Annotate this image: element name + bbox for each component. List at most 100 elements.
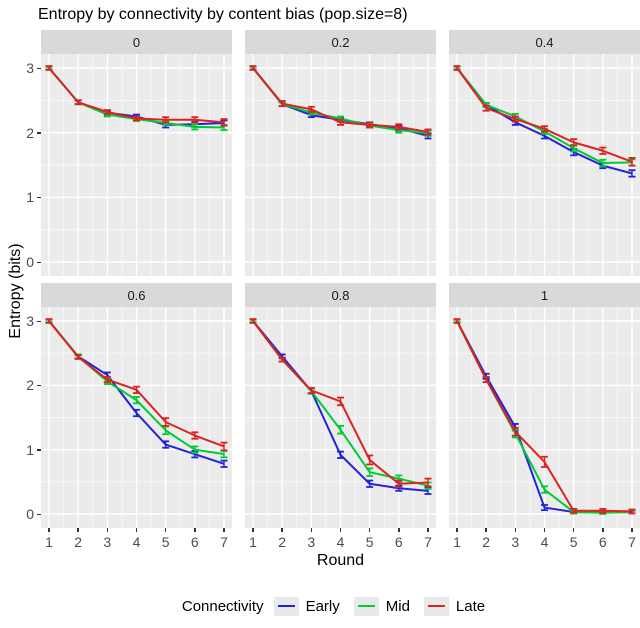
x-tick-label: 5 <box>365 534 374 550</box>
legend-item-mid: Mid <box>353 596 410 616</box>
series-late <box>249 65 432 136</box>
legend-item-late: Late <box>423 596 486 616</box>
x-tick-mark <box>310 528 313 532</box>
x-tick-mark <box>106 528 109 532</box>
y-tick-mark <box>37 449 41 451</box>
x-tick-mark <box>77 528 79 532</box>
y-tick-label: 3 <box>26 60 34 76</box>
x-tick-label: 3 <box>307 534 316 550</box>
y-tick-label: 3 <box>26 313 34 329</box>
series-late <box>249 318 432 488</box>
x-tick-label: 7 <box>424 534 432 550</box>
series-late <box>45 65 228 127</box>
x-tick-label: 7 <box>220 534 228 550</box>
facet-strip-0.8: 0.8 <box>245 283 436 307</box>
facet-strip-label: 0.4 <box>535 34 554 50</box>
facet-panel-0 <box>41 54 232 276</box>
x-tick-mark <box>252 528 254 532</box>
y-tick-label: 2 <box>26 124 34 141</box>
legend-key-early <box>273 596 299 616</box>
facet-strip-label: 0.8 <box>331 287 350 303</box>
x-tick-label: 1 <box>453 534 461 550</box>
y-tick-label: 1 <box>26 189 34 206</box>
facet-strip-label: 0.2 <box>331 34 350 50</box>
x-tick-label: 1 <box>249 534 257 550</box>
x-tick-label: 5 <box>161 534 170 550</box>
legend-label: Late <box>455 597 486 615</box>
facet-strip-0.2: 0.2 <box>245 30 436 54</box>
legend-title: Connectivity <box>181 597 264 615</box>
x-tick-mark <box>281 528 283 532</box>
x-tick-label: 2 <box>278 534 287 550</box>
y-tick-label: 0 <box>26 254 34 270</box>
x-tick-mark <box>543 528 546 532</box>
facet-strip-1: 1 <box>449 283 640 307</box>
x-tick-mark <box>368 528 371 532</box>
x-tick-mark <box>631 528 633 532</box>
x-tick-label: 6 <box>598 534 607 550</box>
x-tick-mark <box>223 528 225 532</box>
x-tick-mark <box>602 528 604 532</box>
facet-panel-0.6 <box>41 307 232 528</box>
chart-title: Entropy by connectivity by content bias … <box>38 6 408 23</box>
x-tick-label: 2 <box>482 534 491 550</box>
x-tick-label: 2 <box>74 534 83 550</box>
y-tick-label: 2 <box>26 377 34 394</box>
y-tick-mark <box>37 320 41 322</box>
y-tick-mark <box>37 513 41 515</box>
legend-key-line-icon <box>277 605 295 607</box>
facet-strip-label: 0.6 <box>127 287 146 303</box>
series-late <box>453 318 636 515</box>
x-tick-mark <box>135 528 138 532</box>
x-tick-mark <box>48 528 50 532</box>
x-tick-label: 4 <box>336 534 345 550</box>
series-late <box>45 318 228 452</box>
legend: Connectivity Early Mid Late <box>41 594 640 618</box>
x-tick-mark <box>194 528 196 532</box>
legend-key-mid <box>353 596 379 616</box>
facet-strip-0: 0 <box>41 30 232 54</box>
x-tick-mark <box>485 528 487 532</box>
x-tick-label: 3 <box>103 534 112 550</box>
facet-panel-0.2 <box>245 54 436 276</box>
y-tick-mark <box>37 132 41 134</box>
facet-strip-0.6: 0.6 <box>41 283 232 307</box>
facet-strip-label: 1 <box>540 287 549 303</box>
facet-strip-0.4: 0.4 <box>449 30 640 54</box>
x-tick-mark <box>339 528 342 532</box>
legend-item-early: Early <box>273 596 340 616</box>
x-tick-mark <box>456 528 458 532</box>
x-tick-mark <box>164 528 167 532</box>
x-tick-label: 7 <box>628 534 636 550</box>
x-tick-label: 6 <box>190 534 199 550</box>
x-tick-label: 4 <box>132 534 141 550</box>
x-tick-label: 4 <box>540 534 549 550</box>
facet-strip-label: 0 <box>132 34 141 50</box>
y-tick-mark <box>37 384 41 387</box>
x-tick-mark <box>514 528 517 532</box>
x-tick-label: 6 <box>394 534 403 550</box>
x-tick-mark <box>572 528 575 532</box>
x-tick-label: 3 <box>511 534 520 550</box>
y-tick-mark <box>37 261 41 263</box>
legend-key-line-icon <box>427 605 445 607</box>
facet-panel-0.4 <box>449 54 640 276</box>
series-late <box>453 65 636 167</box>
facet-panel-0.8 <box>245 307 436 528</box>
y-tick-mark <box>37 196 41 199</box>
y-tick-label: 0 <box>26 506 34 522</box>
y-tick-label: 1 <box>26 441 34 458</box>
x-tick-mark <box>427 528 429 532</box>
x-tick-label: 5 <box>569 534 578 550</box>
legend-key-late <box>423 596 449 616</box>
x-axis-title: Round <box>316 552 365 569</box>
y-tick-mark <box>37 67 41 69</box>
facet-panel-1 <box>449 307 640 528</box>
x-tick-mark <box>398 528 400 532</box>
legend-items: Early Mid Late <box>273 596 500 616</box>
legend-label: Mid <box>385 597 410 615</box>
legend-key-line-icon <box>357 605 375 607</box>
x-tick-label: 1 <box>45 534 53 550</box>
legend-label: Early <box>305 597 340 615</box>
